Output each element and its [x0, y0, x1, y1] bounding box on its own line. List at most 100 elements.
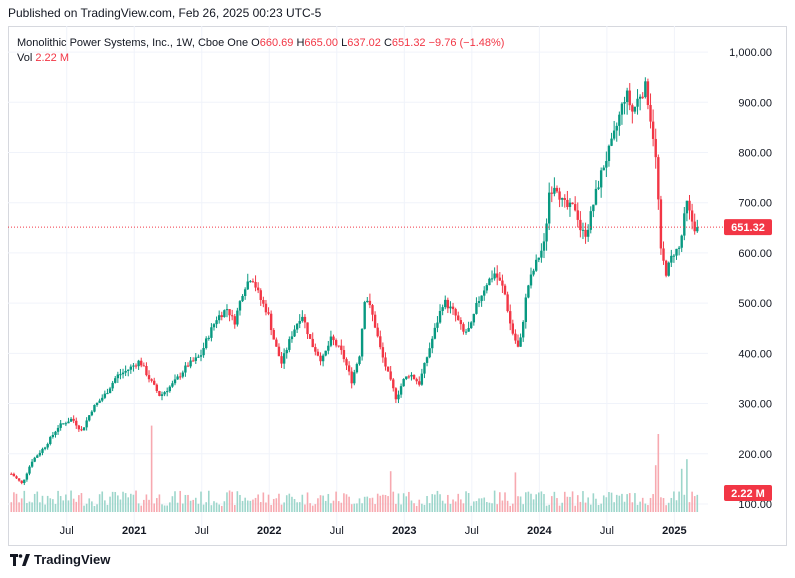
volume-bar	[413, 503, 415, 512]
candle-body	[568, 202, 572, 207]
candle-body	[134, 365, 138, 367]
candle-body	[288, 339, 291, 350]
candle-body	[558, 191, 561, 200]
candle-body	[88, 415, 91, 421]
candle-body	[129, 366, 133, 370]
candle-body	[371, 305, 374, 315]
candle-body	[379, 336, 382, 348]
candle-body	[285, 349, 288, 354]
candle-body	[555, 187, 559, 192]
candle-body	[137, 360, 140, 367]
volume-bar	[418, 499, 421, 512]
volume-bar	[691, 491, 693, 512]
volume-bar	[353, 503, 356, 512]
volume-bar	[18, 502, 20, 512]
volume-bar	[301, 494, 304, 512]
candle-body	[327, 345, 330, 351]
low-label: L	[341, 37, 348, 49]
candle-body	[688, 200, 691, 211]
candle-body	[386, 366, 390, 372]
volume-bar	[423, 504, 426, 512]
candle-body	[446, 299, 450, 309]
volume-bar	[96, 504, 98, 512]
volume-bar	[106, 504, 109, 512]
candle-body	[54, 431, 57, 435]
volume-bar	[93, 505, 96, 512]
candle-body	[459, 320, 463, 325]
candle-body	[210, 327, 213, 338]
volume-bar	[101, 491, 104, 512]
x-tick-label: 2025	[662, 525, 686, 537]
symbol-title: Monolithic Power Systems, Inc., 1W, Cboe…	[17, 37, 249, 49]
candle-body	[480, 295, 483, 302]
volume-bar	[150, 425, 153, 512]
candle-body	[490, 278, 494, 280]
volume-bar	[647, 505, 649, 512]
candle-body	[477, 301, 481, 303]
candle-body	[394, 388, 398, 400]
candle-body	[77, 425, 81, 430]
candle-body	[610, 138, 613, 146]
volume-bar	[553, 491, 556, 512]
volume-bar	[639, 501, 641, 512]
price-chart[interactable]: 1,000.00 900.00 800.00 700.00 600.00 500.00 40…	[8, 26, 787, 546]
candle-body	[324, 350, 327, 356]
volume-bar	[465, 491, 467, 512]
volume-bar	[631, 502, 634, 512]
y-tick-label: 300.00	[738, 399, 772, 411]
candle-body	[217, 315, 221, 321]
volume-bar	[215, 502, 218, 512]
y-tick-label: 200.00	[738, 449, 772, 461]
volume-bar	[517, 496, 519, 512]
candle-body	[155, 384, 159, 391]
candle-body	[514, 333, 517, 341]
volume-bar	[530, 493, 532, 512]
candle-body	[467, 328, 470, 332]
candle-body	[64, 423, 68, 425]
volume-bar	[49, 498, 52, 512]
candle-body	[444, 299, 447, 308]
volume-bar	[78, 495, 80, 512]
volume-bar	[231, 491, 233, 512]
volume-bar	[166, 505, 169, 512]
legend-ohlc-row: Monolithic Power Systems, Inc., 1W, Cboe…	[17, 36, 504, 51]
candle-body	[488, 278, 491, 286]
volume-bar	[439, 494, 441, 512]
candle-body	[353, 372, 356, 384]
candle-body	[132, 365, 135, 367]
x-tick-label: 2024	[527, 525, 552, 537]
candle-body	[249, 281, 252, 283]
volume-bar	[548, 504, 550, 512]
footer-brand[interactable]: TradingView	[10, 552, 110, 567]
candle-body	[233, 316, 236, 325]
chart-frame	[8, 26, 787, 546]
candle-body	[677, 247, 681, 249]
candle-body	[153, 380, 156, 385]
volume-bar	[545, 505, 548, 512]
candle-body	[25, 473, 29, 480]
volume-bar	[670, 497, 673, 512]
candle-body	[438, 310, 442, 323]
volume-bar	[319, 495, 322, 512]
volume-bar	[605, 497, 608, 512]
legend-volume-row: Vol 2.22 M	[17, 51, 504, 66]
candle-body	[636, 98, 639, 107]
candle-body	[644, 81, 647, 98]
candle-body	[38, 452, 42, 456]
volume-bar	[241, 500, 244, 512]
candle-body	[607, 145, 611, 162]
candle-body	[80, 429, 83, 431]
candle-body	[269, 313, 273, 331]
candle-body	[337, 345, 340, 347]
price-badge-text: 651.32	[731, 222, 765, 234]
candle-body	[314, 347, 317, 352]
volume-bar	[194, 497, 197, 512]
candle-body	[399, 386, 403, 395]
volume-bar	[384, 494, 387, 512]
volume-bar	[345, 494, 348, 512]
volume-bar	[613, 502, 615, 512]
volume-bar	[265, 502, 267, 512]
candle-body	[316, 351, 320, 356]
footer-brand-text: TradingView	[34, 552, 111, 567]
volume-bar	[130, 493, 132, 512]
